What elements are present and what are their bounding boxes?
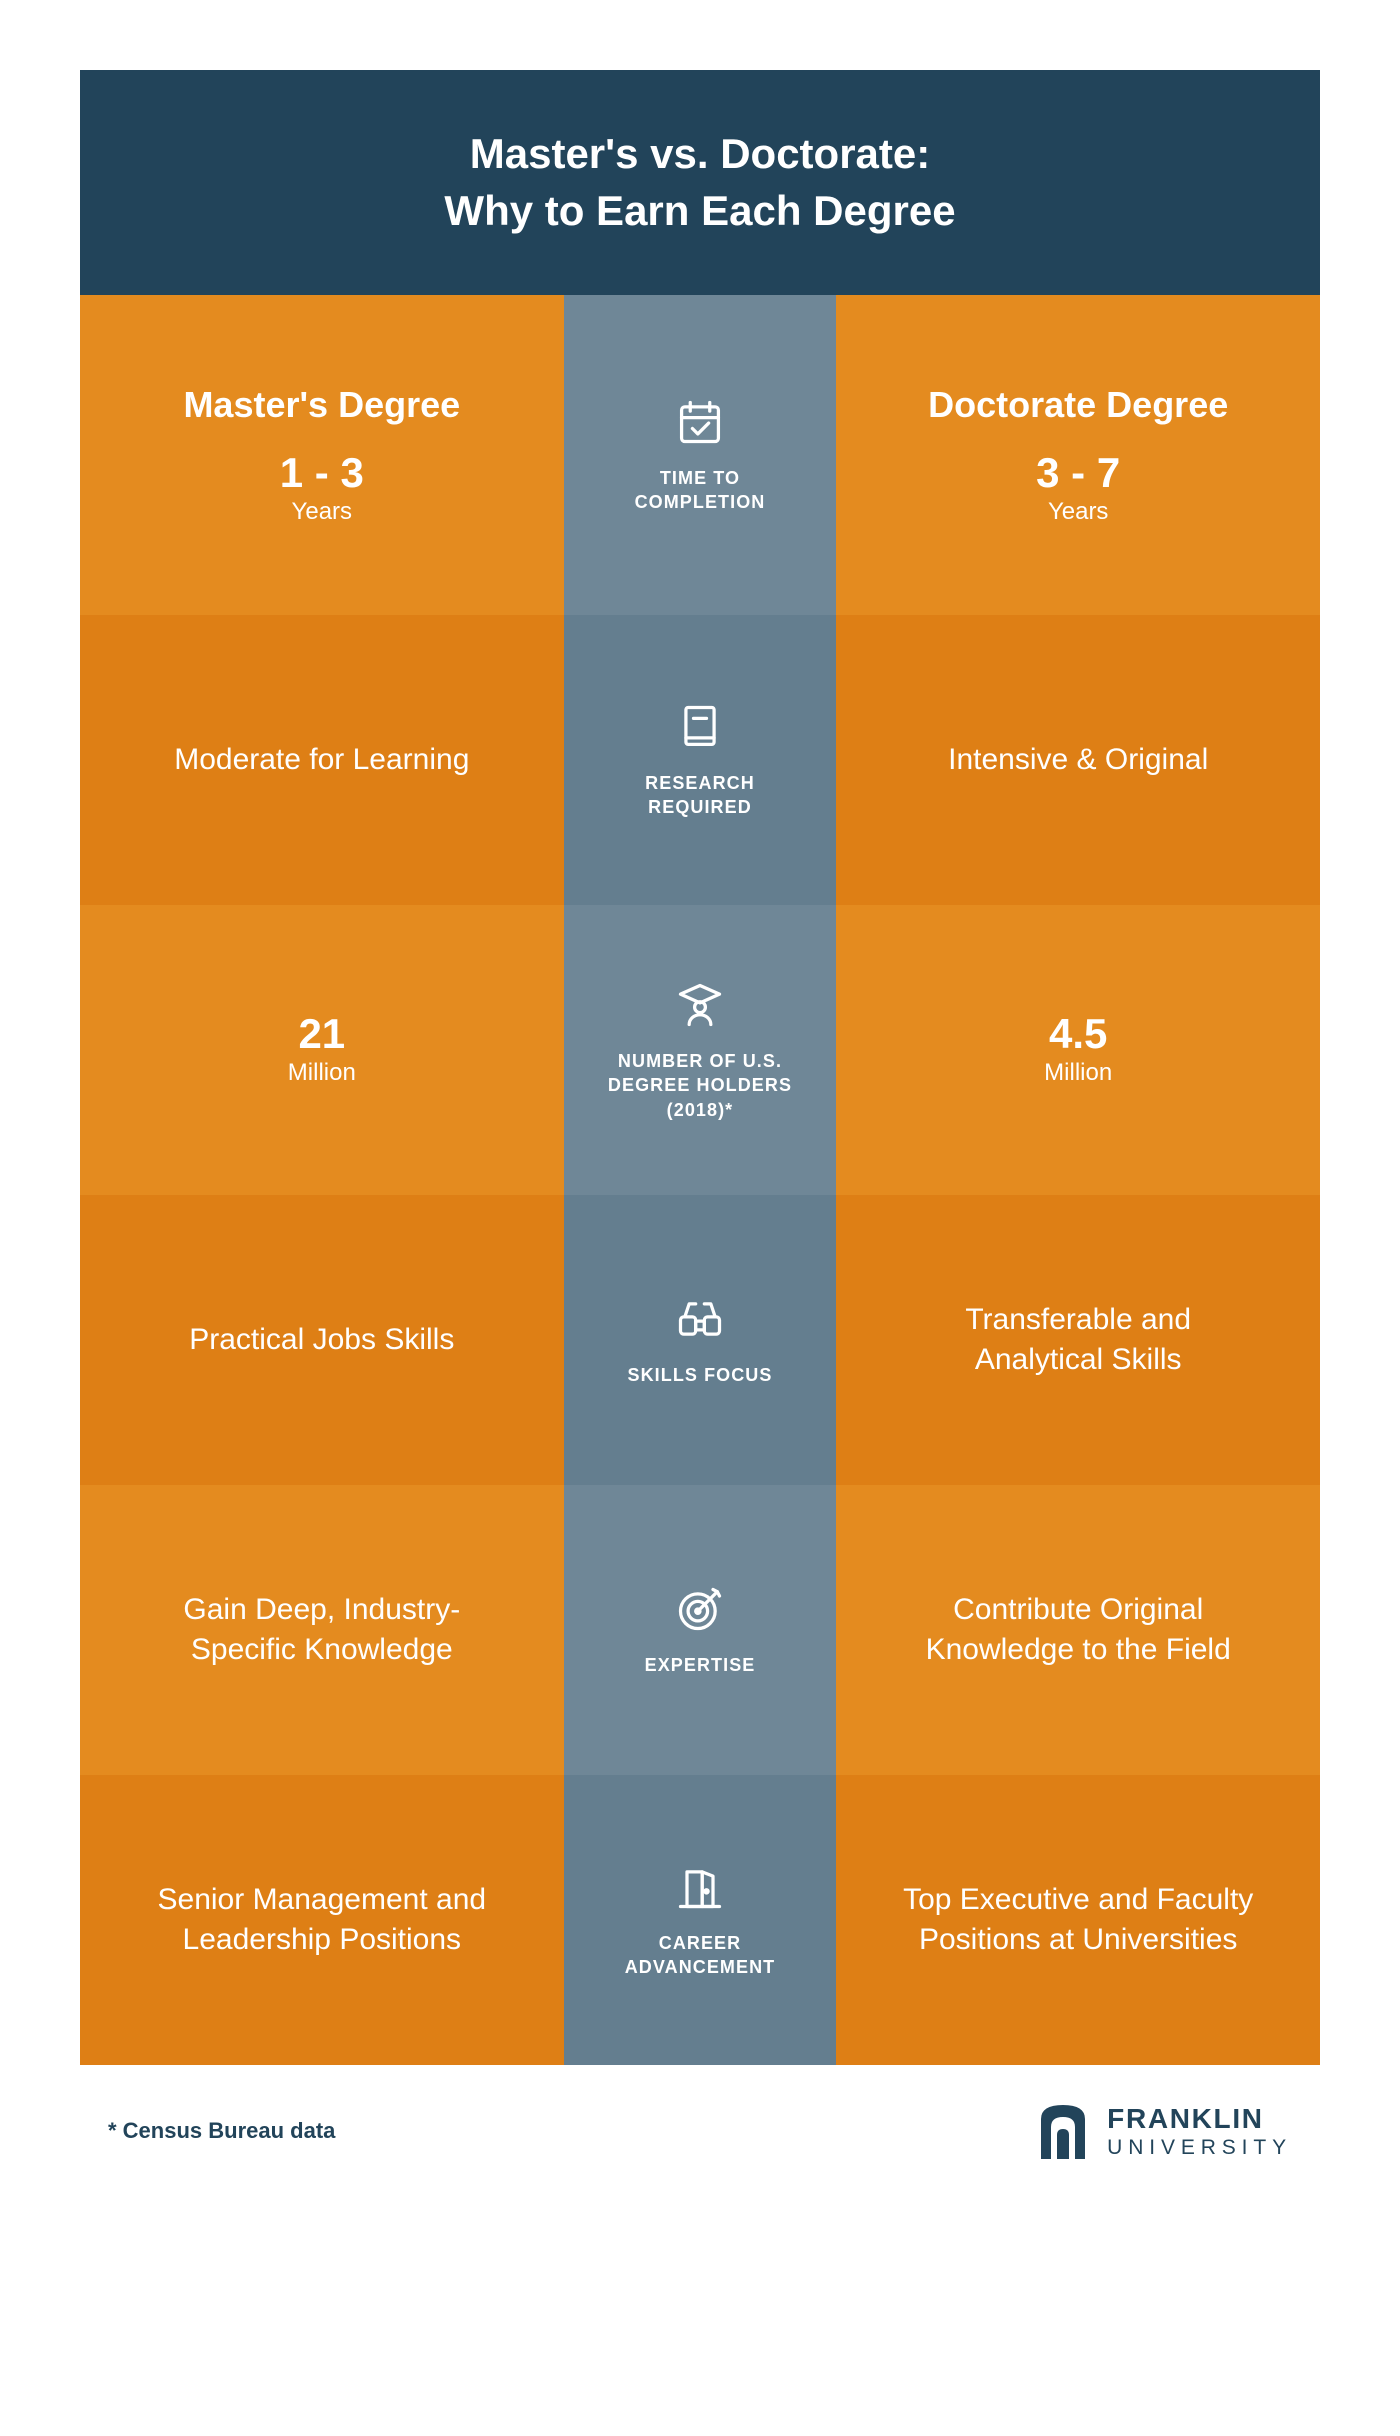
header-line2: Why to Earn Each Degree	[100, 183, 1300, 240]
header: Master's vs. Doctorate: Why to Earn Each…	[80, 70, 1320, 295]
left-holders-unit: Million	[288, 1059, 356, 1087]
left-research-text: Moderate for Learning	[174, 740, 469, 781]
right-skills: Transferable and Analytical Skills	[836, 1195, 1320, 1485]
right-holders: 4.5 Million	[836, 905, 1320, 1195]
left-expertise: Gain Deep, Industry-Specific Knowledge	[80, 1485, 564, 1775]
right-research: Intensive & Original	[836, 615, 1320, 905]
header-line1: Master's vs. Doctorate:	[100, 126, 1300, 183]
mid-label-expertise: EXPERTISE	[645, 1653, 756, 1677]
left-column-title: Master's Degree	[183, 384, 460, 426]
right-expertise-text: Contribute Original Knowledge to the Fie…	[898, 1590, 1258, 1671]
mid-skills: SKILLS FOCUS	[564, 1195, 837, 1485]
binoculars-icon	[674, 1293, 726, 1345]
right-career: Top Executive and Faculty Positions at U…	[836, 1775, 1320, 2065]
right-skills-text: Transferable and Analytical Skills	[898, 1300, 1258, 1381]
left-holders: 21 Million	[80, 905, 564, 1195]
left-career: Senior Management and Leadership Positio…	[80, 1775, 564, 2065]
mid-career: CAREER ADVANCEMENT	[564, 1775, 837, 2065]
left-time-unit: Years	[292, 498, 353, 526]
mid-label-skills: SKILLS FOCUS	[628, 1363, 773, 1387]
row-expertise: Gain Deep, Industry-Specific Knowledge E…	[80, 1485, 1320, 1775]
mid-time: TIME TO COMPLETION	[564, 295, 837, 615]
brand: FRANKLIN UNIVERSITY	[1035, 2099, 1292, 2163]
brand-text: FRANKLIN UNIVERSITY	[1107, 2105, 1292, 2158]
calendar-check-icon	[674, 396, 726, 448]
mid-label-time: TIME TO COMPLETION	[600, 466, 800, 515]
right-time-unit: Years	[1048, 498, 1109, 526]
book-icon	[674, 701, 726, 753]
right-time-value: 3 - 7	[1036, 452, 1120, 494]
right-col-header-cell: Doctorate Degree 3 - 7 Years	[836, 295, 1320, 615]
mid-label-holders: NUMBER OF U.S. DEGREE HOLDERS (2018)*	[600, 1049, 800, 1122]
infographic: Master's vs. Doctorate: Why to Earn Each…	[80, 70, 1320, 2181]
footer: * Census Bureau data FRANKLIN UNIVERSITY	[80, 2065, 1320, 2181]
row-time-to-completion: Master's Degree 1 - 3 Years TIME TO COMP…	[80, 295, 1320, 615]
right-holders-value: 4.5	[1049, 1013, 1107, 1055]
right-expertise: Contribute Original Knowledge to the Fie…	[836, 1485, 1320, 1775]
right-career-text: Top Executive and Faculty Positions at U…	[898, 1880, 1258, 1961]
left-expertise-text: Gain Deep, Industry-Specific Knowledge	[142, 1590, 502, 1671]
right-research-text: Intensive & Original	[948, 740, 1208, 781]
row-research: Moderate for Learning RESEARCH REQUIRED …	[80, 615, 1320, 905]
row-skills: Practical Jobs Skills SKILLS FOCUS Trans…	[80, 1195, 1320, 1485]
graduate-icon	[674, 979, 726, 1031]
mid-holders: NUMBER OF U.S. DEGREE HOLDERS (2018)*	[564, 905, 837, 1195]
mid-label-career: CAREER ADVANCEMENT	[600, 1931, 800, 1980]
left-skills-text: Practical Jobs Skills	[189, 1320, 454, 1361]
brand-logo-icon	[1035, 2099, 1091, 2163]
row-career: Senior Management and Leadership Positio…	[80, 1775, 1320, 2065]
left-research: Moderate for Learning	[80, 615, 564, 905]
left-holders-value: 21	[298, 1013, 345, 1055]
left-col-header-cell: Master's Degree 1 - 3 Years	[80, 295, 564, 615]
right-holders-unit: Million	[1044, 1059, 1112, 1087]
footnote: * Census Bureau data	[108, 2118, 335, 2144]
left-career-text: Senior Management and Leadership Positio…	[142, 1880, 502, 1961]
brand-line1: FRANKLIN	[1107, 2105, 1292, 2133]
row-holders: 21 Million NUMBER OF U.S. DEGREE HOLDERS…	[80, 905, 1320, 1195]
mid-research: RESEARCH REQUIRED	[564, 615, 837, 905]
right-column-title: Doctorate Degree	[928, 384, 1228, 426]
left-skills: Practical Jobs Skills	[80, 1195, 564, 1485]
door-icon	[674, 1861, 726, 1913]
target-icon	[674, 1583, 726, 1635]
brand-line2: UNIVERSITY	[1107, 2137, 1292, 2158]
mid-expertise: EXPERTISE	[564, 1485, 837, 1775]
left-time-value: 1 - 3	[280, 452, 364, 494]
mid-label-research: RESEARCH REQUIRED	[600, 771, 800, 820]
